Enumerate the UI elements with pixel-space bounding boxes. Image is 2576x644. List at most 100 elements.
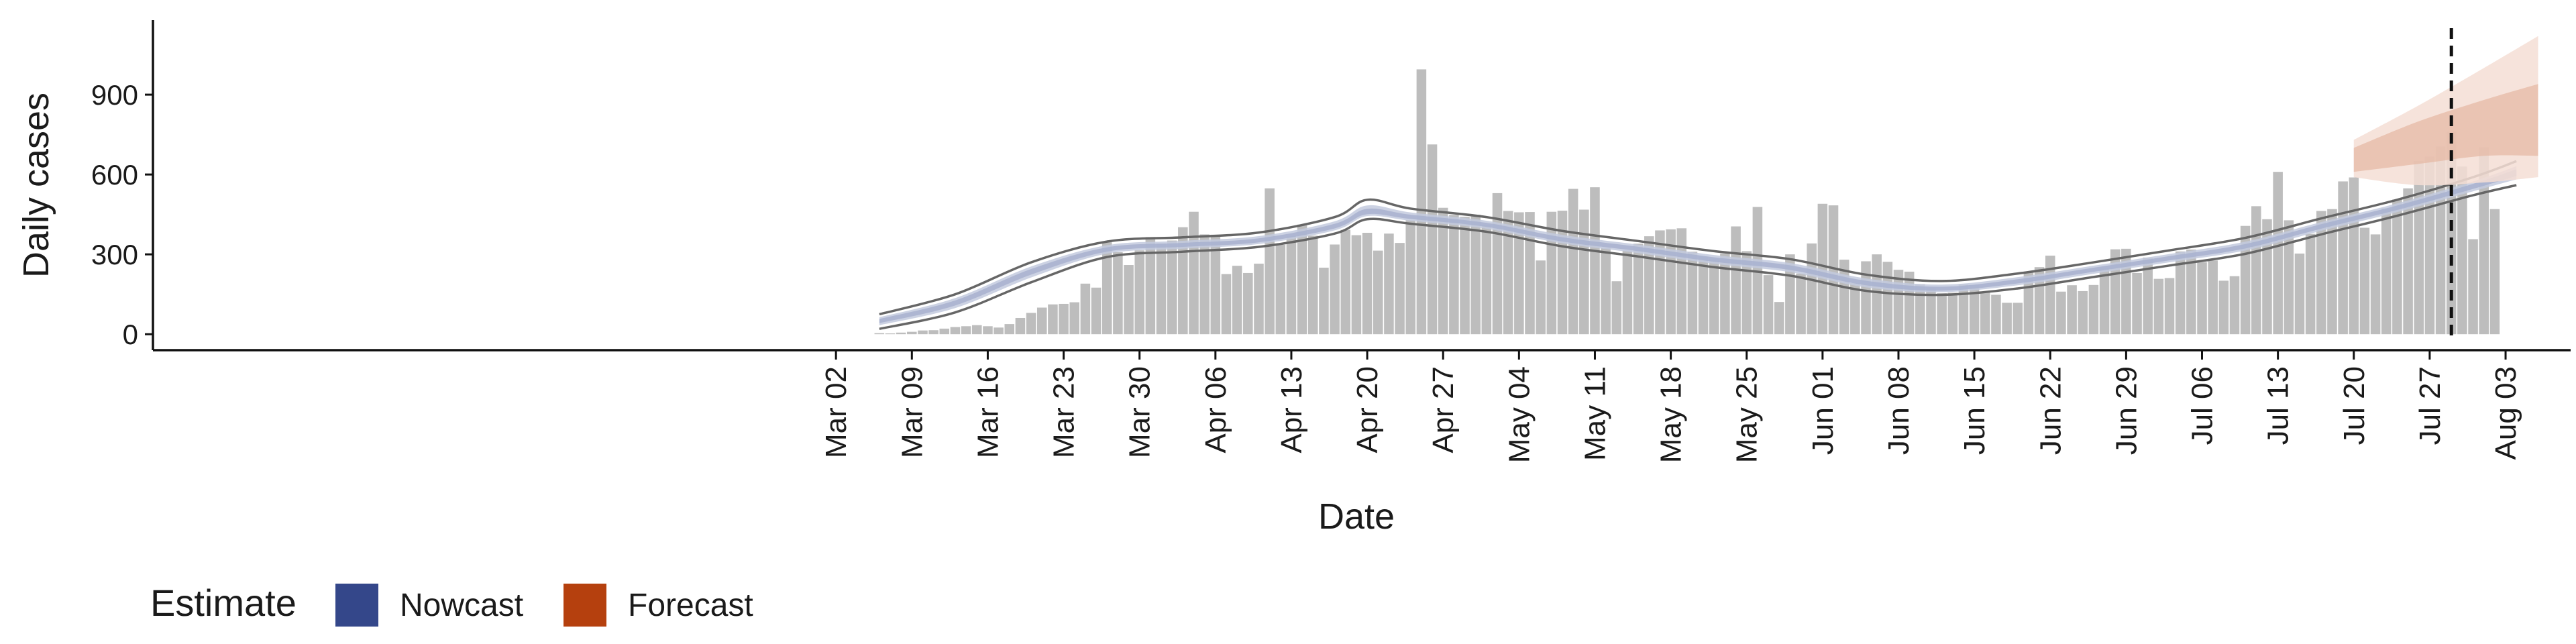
case-bar — [1720, 253, 1730, 335]
case-bar — [928, 330, 938, 335]
case-bar — [2381, 208, 2392, 335]
case-bar — [2392, 199, 2402, 335]
case-bar — [1947, 292, 1958, 335]
case-bar — [1546, 211, 1557, 335]
case-bar — [1275, 244, 1286, 335]
x-tick-label: Mar 02 — [820, 366, 853, 458]
x-axis-ticks: Mar 02 Mar 09 Mar 16 Mar 23 Mar 30 Apr 06 Apr … — [820, 350, 2522, 463]
case-bar — [1416, 69, 1427, 335]
legend-title: Estimate — [150, 582, 297, 624]
x-tick-label: May 25 — [1731, 366, 1764, 463]
x-tick-label: Mar 09 — [896, 366, 928, 458]
x-tick-label: Jun 08 — [1882, 366, 1915, 455]
case-bar — [1763, 275, 1774, 335]
x-tick-label: Jul 27 — [2414, 366, 2447, 445]
x-tick-label: Jun 29 — [2110, 366, 2143, 455]
legend-swatch-forecast — [564, 584, 606, 627]
x-tick-label: Mar 16 — [971, 366, 1004, 458]
case-bar — [2229, 276, 2240, 335]
x-tick-label: Apr 13 — [1275, 366, 1308, 453]
case-bar — [2078, 290, 2088, 335]
case-bar — [1980, 292, 1990, 335]
case-bar — [2175, 251, 2186, 335]
x-tick-label: Jun 15 — [1958, 366, 1991, 455]
case-bar — [1622, 250, 1633, 335]
x-tick-label: Mar 23 — [1048, 366, 1081, 458]
case-bar — [1731, 226, 1741, 335]
y-tick-label: 900 — [91, 79, 138, 111]
case-bar — [1514, 212, 1524, 335]
case-bar — [1579, 209, 1589, 335]
case-bar — [1817, 203, 1828, 335]
case-bar — [2359, 227, 2370, 335]
case-bar — [1915, 284, 1925, 335]
case-bar — [1438, 207, 1448, 335]
case-bar — [2218, 280, 2229, 335]
case-bar — [1124, 265, 1134, 335]
case-bar — [1969, 284, 1980, 335]
reported-cases-bars — [874, 69, 2500, 335]
legend: Estimate Nowcast Forecast — [150, 582, 753, 627]
case-bar — [1036, 307, 1047, 335]
case-bar — [2056, 291, 2066, 335]
case-bar — [1503, 211, 1513, 335]
case-bar — [1774, 302, 1784, 335]
case-bar — [1676, 228, 1687, 335]
case-bar — [1405, 220, 1415, 335]
case-bar — [1069, 302, 1079, 335]
case-bar — [2164, 278, 2175, 335]
x-tick-label: Aug 03 — [2489, 366, 2522, 460]
case-bar — [1460, 217, 1470, 335]
case-bar — [1384, 233, 1394, 335]
case-bar — [1221, 274, 1232, 335]
case-bar — [1427, 144, 1438, 335]
case-bar — [2468, 239, 2478, 335]
case-bar — [1015, 317, 1026, 335]
case-bar — [2273, 172, 2283, 335]
case-bar — [2088, 284, 2099, 335]
case-bar — [1601, 248, 1611, 335]
forecast-band-50 — [2353, 84, 2538, 172]
case-bar — [1644, 236, 1654, 335]
case-bar — [1872, 254, 1882, 335]
case-bar — [1568, 189, 1578, 335]
legend-label-forecast: Forecast — [628, 588, 753, 623]
case-bar — [2067, 285, 2077, 335]
y-tick-label: 0 — [123, 319, 138, 350]
case-bar — [1525, 212, 1535, 335]
case-bar — [918, 330, 928, 335]
case-bar — [1102, 241, 1112, 335]
case-bar — [1004, 324, 1015, 335]
case-bar — [2012, 303, 2023, 335]
case-bar — [1882, 262, 1893, 335]
case-bar — [994, 327, 1004, 335]
case-bar — [1655, 230, 1665, 335]
case-bar — [1189, 211, 1199, 335]
case-bar — [1807, 243, 1817, 335]
case-bar — [2305, 233, 2316, 335]
case-bar — [983, 326, 993, 335]
x-tick-label: May 04 — [1503, 366, 1536, 463]
case-bar — [896, 332, 906, 335]
case-bar — [1492, 193, 1503, 335]
case-bar — [2349, 177, 2359, 335]
case-bar — [2316, 211, 2326, 335]
case-bar — [1232, 266, 1242, 335]
case-bar — [2034, 267, 2045, 335]
case-bar — [1449, 215, 1459, 335]
case-bar — [907, 331, 917, 335]
case-bar — [1926, 288, 1936, 335]
case-bar — [874, 333, 885, 335]
case-bar — [1048, 304, 1058, 335]
case-bar — [972, 325, 982, 335]
case-bar — [1265, 188, 1275, 335]
case-bar — [1611, 281, 1622, 335]
case-bar — [885, 333, 896, 335]
case-bar — [1167, 240, 1177, 335]
case-bar — [1134, 250, 1144, 335]
case-bar — [1937, 293, 1947, 335]
axes: 0 300 600 900 Mar 02 Mar 09 Mar 16 Mar 23 Mar 3… — [91, 20, 2571, 463]
case-bar — [1536, 260, 1546, 335]
case-bar — [2414, 160, 2424, 335]
forecast-series — [2353, 36, 2538, 186]
